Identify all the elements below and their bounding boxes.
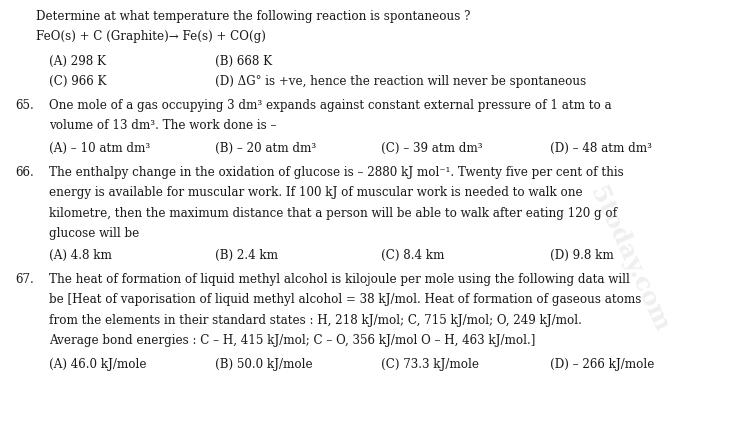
Text: be [Heat of vaporisation of liquid methyl alcohol = 38 kJ/mol. Heat of formation: be [Heat of vaporisation of liquid methy…: [49, 293, 642, 306]
Text: (C) – 39 atm dm³: (C) – 39 atm dm³: [381, 142, 483, 155]
Text: The heat of formation of liquid methyl alcohol is kilojoule per mole using the f: The heat of formation of liquid methyl a…: [49, 273, 630, 286]
Text: One mole of a gas occupying 3 dm³ expands against constant external pressure of : One mole of a gas occupying 3 dm³ expand…: [49, 99, 611, 112]
Text: 65.: 65.: [15, 99, 34, 112]
Text: 66.: 66.: [15, 166, 34, 179]
Text: (B) 2.4 km: (B) 2.4 km: [215, 249, 278, 262]
Text: (D) ΔG° is +ve, hence the reaction will never be spontaneous: (D) ΔG° is +ve, hence the reaction will …: [215, 75, 586, 88]
Text: (A) 298 K: (A) 298 K: [49, 55, 106, 67]
Text: Average bond energies : C – H, 415 kJ/mol; C – O, 356 kJ/mol O – H, 463 kJ/mol.]: Average bond energies : C – H, 415 kJ/mo…: [49, 334, 535, 347]
Text: (A) 46.0 kJ/mole: (A) 46.0 kJ/mole: [49, 358, 146, 371]
Text: 5today.com: 5today.com: [585, 183, 674, 336]
Text: (D) – 48 atm dm³: (D) – 48 atm dm³: [550, 142, 652, 155]
Text: (A) – 10 atm dm³: (A) – 10 atm dm³: [49, 142, 150, 155]
Text: The enthalpy change in the oxidation of glucose is – 2880 kJ mol⁻¹. Twenty five : The enthalpy change in the oxidation of …: [49, 166, 624, 179]
Text: (D) – 266 kJ/mole: (D) – 266 kJ/mole: [550, 358, 654, 371]
Text: (B) 668 K: (B) 668 K: [215, 55, 272, 67]
Text: (C) 73.3 kJ/mole: (C) 73.3 kJ/mole: [381, 358, 479, 371]
Text: (B) 50.0 kJ/mole: (B) 50.0 kJ/mole: [215, 358, 312, 371]
Text: energy is available for muscular work. If 100 kJ of muscular work is needed to w: energy is available for muscular work. I…: [49, 186, 583, 199]
Text: (C) 8.4 km: (C) 8.4 km: [381, 249, 444, 262]
Text: (C) 966 K: (C) 966 K: [49, 75, 106, 88]
Text: (A) 4.8 km: (A) 4.8 km: [49, 249, 112, 262]
Text: glucose will be: glucose will be: [49, 227, 139, 240]
Text: Determine at what temperature the following reaction is spontaneous ?: Determine at what temperature the follow…: [36, 10, 470, 23]
Text: volume of 13 dm³. The work done is –: volume of 13 dm³. The work done is –: [49, 119, 277, 132]
Text: FeO(s) + C (Graphite)→ Fe(s) + CO(g): FeO(s) + C (Graphite)→ Fe(s) + CO(g): [36, 30, 266, 43]
Text: kilometre, then the maximum distance that a person will be able to walk after ea: kilometre, then the maximum distance tha…: [49, 207, 617, 220]
Text: (D) 9.8 km: (D) 9.8 km: [550, 249, 615, 262]
Text: (B) – 20 atm dm³: (B) – 20 atm dm³: [215, 142, 316, 155]
Text: from the elements in their standard states : H, 218 kJ/mol; C, 715 kJ/mol; O, 24: from the elements in their standard stat…: [49, 314, 582, 327]
Text: 67.: 67.: [15, 273, 34, 286]
